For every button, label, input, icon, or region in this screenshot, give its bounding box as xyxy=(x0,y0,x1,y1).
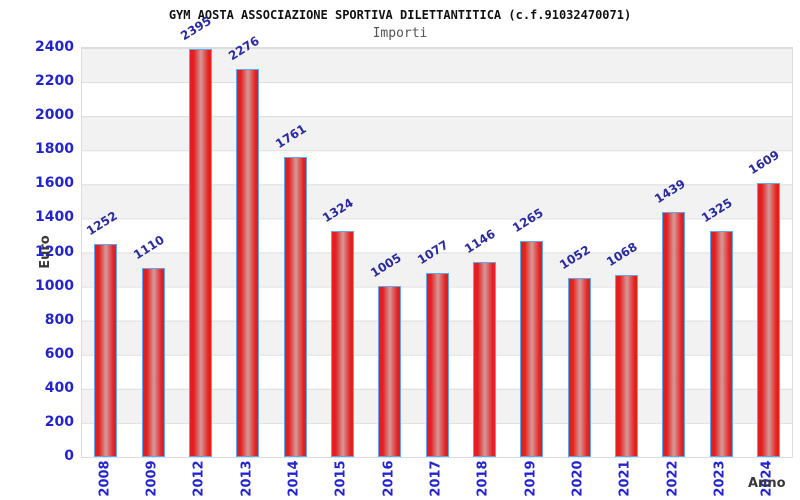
bar-value-label: 1110 xyxy=(131,232,167,263)
bar xyxy=(520,241,544,457)
bar xyxy=(236,69,260,457)
x-tick-label: 2016 xyxy=(367,457,411,499)
bar xyxy=(188,49,212,457)
x-tick-text: 2016 xyxy=(381,459,397,497)
x-tick-text: 2023 xyxy=(712,459,728,497)
x-tick-text: 2015 xyxy=(333,459,349,497)
y-tick-label: 0 xyxy=(64,448,74,464)
bar xyxy=(709,231,733,457)
x-tick-label: 2012 xyxy=(177,457,221,499)
x-tick-label: 2020 xyxy=(556,457,600,499)
bar xyxy=(614,275,638,457)
bar-value-label: 1052 xyxy=(557,242,593,273)
x-tick-label: 2018 xyxy=(461,457,505,499)
y-tick-label: 2200 xyxy=(35,73,74,90)
x-tick-label: 2022 xyxy=(651,457,695,499)
y-tick-label: 1600 xyxy=(35,175,74,192)
bar-value-label: 1068 xyxy=(604,239,641,270)
bar-value-label: 1265 xyxy=(509,205,546,236)
y-tick-label: 600 xyxy=(44,345,74,362)
bar xyxy=(94,244,118,457)
bar xyxy=(756,183,780,457)
y-tick-label: 400 xyxy=(44,379,74,396)
bar-value-label: 1146 xyxy=(462,226,499,257)
x-tick-label: 2009 xyxy=(130,457,174,499)
x-tick-text: 2022 xyxy=(665,459,681,497)
bar xyxy=(472,262,496,457)
bar xyxy=(283,157,307,457)
x-axis-title: Anno xyxy=(748,476,786,491)
bar xyxy=(425,273,449,457)
chart-title: GYM AOSTA ASSOCIAZIONE SPORTIVA DILETTAN… xyxy=(168,8,632,22)
bar-value-label: 1324 xyxy=(320,195,357,226)
x-tick-label: 2023 xyxy=(698,457,742,499)
bar xyxy=(567,278,591,457)
bar-value-label: 1761 xyxy=(273,121,309,152)
x-tick-text: 2008 xyxy=(97,459,113,497)
bar xyxy=(378,286,402,457)
x-tick-label: 2008 xyxy=(83,457,127,499)
x-tick-text: 2019 xyxy=(523,459,539,497)
x-tick-label: 2014 xyxy=(272,457,316,499)
y-tick-label: 1000 xyxy=(35,277,74,294)
y-tick-label: 1200 xyxy=(35,243,74,260)
x-tick-text: 2021 xyxy=(617,459,633,497)
x-tick-label: 2017 xyxy=(414,457,458,499)
bar-value-label: 1077 xyxy=(415,237,451,268)
y-axis: 0 200 400 600 800 1000 1200 1400 1600 1800 2000 220… xyxy=(0,39,80,467)
bar xyxy=(141,268,165,457)
y-tick-label: 200 xyxy=(44,413,74,430)
x-tick-label: 2015 xyxy=(319,457,363,499)
x-tick-label: 2013 xyxy=(225,457,269,499)
y-tick-label: 1400 xyxy=(35,209,74,226)
bar-value-label: 1439 xyxy=(651,176,688,207)
bar xyxy=(662,212,686,457)
x-tick-label: 2019 xyxy=(509,457,553,499)
x-tick-text: 2018 xyxy=(475,459,491,497)
bar-value-label: 1325 xyxy=(699,195,735,226)
x-tick-text: 2009 xyxy=(144,459,160,497)
y-tick-label: 1800 xyxy=(35,141,74,158)
x-tick-text: 2013 xyxy=(239,459,255,497)
y-axis-title: Euro xyxy=(38,235,53,269)
x-tick-text: 2017 xyxy=(428,459,444,497)
x-tick-label: 2021 xyxy=(603,457,647,499)
y-tick-label: 2400 xyxy=(35,39,74,55)
y-tick-label: 2000 xyxy=(35,107,74,124)
chart-subtitle: Importi xyxy=(372,26,428,41)
x-tick-text: 2014 xyxy=(286,459,302,497)
bar xyxy=(330,231,354,457)
x-axis: 2008 2009 2012 2013 2014 2015 2016 2017 2018 2019… xyxy=(0,457,800,499)
plot-area: 1252 1110 2395 2276 1761 1324 1005 1077 1146 1265… xyxy=(81,14,793,458)
bar-value-label: 1609 xyxy=(746,147,783,178)
x-tick-text: 2020 xyxy=(570,459,586,497)
x-tick-text: 2012 xyxy=(191,459,207,497)
bar-value-label: 1005 xyxy=(367,250,404,281)
y-tick-label: 800 xyxy=(44,311,74,328)
bar-value-label: 1252 xyxy=(83,208,120,239)
